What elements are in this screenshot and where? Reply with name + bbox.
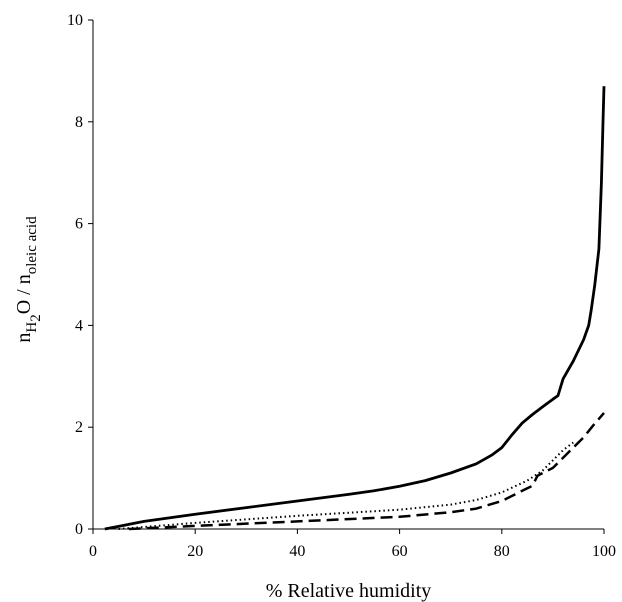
y-axis-title-sub-2: 2 [28,314,44,322]
y-tick-label: 6 [75,216,83,233]
series-line-solid [104,86,606,531]
y-axis-title: nH2O / noleic acid [13,216,44,343]
series-layer [104,86,606,531]
x-tick-label: 40 [289,543,305,560]
x-axis-title: % Relative humidity [266,580,432,602]
y-axis-title-sub-oleic: oleic acid [24,216,40,274]
series-line-dotted [118,441,574,530]
x-tick-label: 80 [494,543,510,560]
y-axis-title-prefix: n [13,333,35,343]
x-tick-label: 100 [592,543,616,560]
y-axis-title-mid: O / n [13,274,35,314]
y-tick-label: 2 [75,419,83,436]
y-tick-label: 4 [75,317,83,334]
y-tick-label: 10 [67,12,83,29]
axes [92,20,604,530]
x-ticks: 0 20 40 60 80 100 [89,529,616,560]
series-line-dashed [128,412,605,531]
x-tick-label: 0 [89,543,97,560]
y-ticks: 0 2 4 6 8 10 [67,12,93,538]
y-tick-label: 0 [75,521,83,538]
x-tick-label: 60 [392,543,408,560]
x-tick-label: 20 [187,543,203,560]
y-axis-title-sub-h: H [24,322,40,333]
y-tick-label: 8 [75,114,83,131]
